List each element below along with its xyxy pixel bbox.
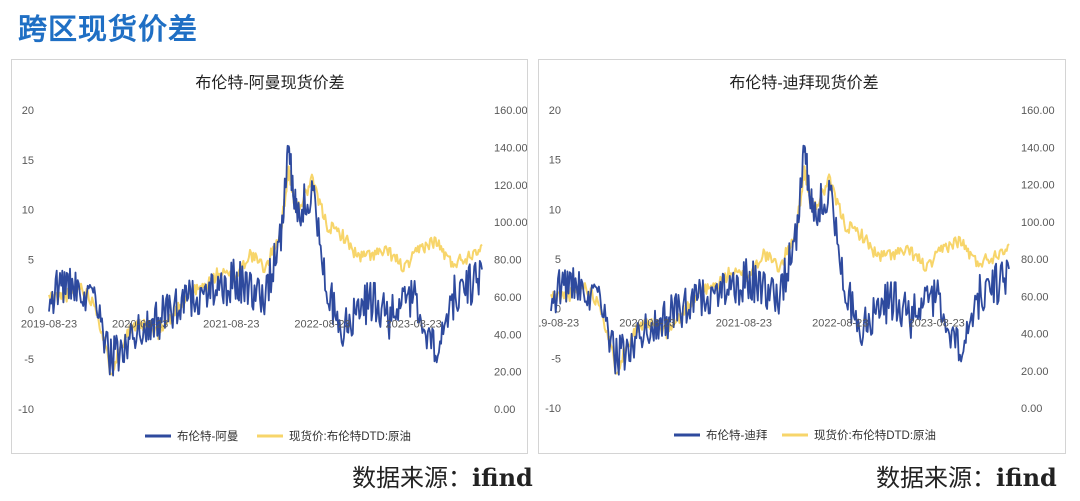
source-note-right: 数据来源：ifind: [876, 458, 1057, 493]
x-tick-label: 2023-08-23: [385, 318, 441, 330]
y-right-tick-label: 140.00: [1021, 142, 1055, 154]
y-right-tick-label: 100.00: [1021, 217, 1055, 229]
y-left-tick-label: -5: [551, 353, 561, 365]
x-tick-label: 2023-08-23: [909, 318, 965, 330]
y-right-tick-label: 60.00: [494, 292, 522, 304]
legend-label: 现货价:布伦特DTD:原油: [814, 428, 936, 442]
legend-label: 布伦特-迪拜: [706, 428, 768, 442]
y-right-tick-label: 100.00: [494, 217, 527, 229]
y-left-tick-label: 0: [28, 304, 34, 316]
series-line-spread: [550, 144, 1010, 376]
y-right-tick-label: 140.00: [494, 142, 527, 154]
x-tick-label: 2019-08-23: [21, 318, 77, 330]
x-tick-label: 2019-08-23: [539, 318, 579, 330]
y-right-tick-label: 0.00: [494, 404, 515, 416]
source-label: 数据来源：: [876, 464, 996, 492]
chart-panel-brent-oman: 布伦特-阿曼现货价差 20 15 10 5 0 -5 -10 160.00 140.00 120.0…: [11, 59, 528, 454]
legend-label: 布伦特-阿曼: [177, 429, 238, 443]
y-left-tick-label: 20: [22, 105, 34, 117]
x-tick-label: 2020-08-23: [619, 318, 675, 330]
source-note-left: 数据来源：ifind: [352, 458, 533, 493]
y-right-tick-label: 0.00: [1021, 403, 1042, 415]
y-right-tick-label: 60.00: [1021, 291, 1049, 303]
x-tick-label: 2021-08-23: [716, 318, 772, 330]
chart-title: 布伦特-阿曼现货价差: [195, 74, 344, 92]
y-left-tick-label: -10: [18, 404, 34, 416]
y-left-tick-label: 0: [555, 304, 561, 316]
legend-label: 现货价:布伦特DTD:原油: [289, 429, 411, 443]
y-right-tick-label: 80.00: [1021, 254, 1049, 266]
y-left-tick-label: 5: [28, 255, 34, 267]
chart-title: 布伦特-迪拜现货价差: [729, 74, 878, 92]
y-right-tick-label: 20.00: [1021, 366, 1049, 378]
x-tick-label: 2020-08-23: [112, 318, 168, 330]
source-label: 数据来源：: [352, 464, 472, 492]
chart-panel-brent-dubai: 布伦特-迪拜现货价差 20 15 10 5 0 -5 -10 160.00 140.00 120.0…: [538, 59, 1066, 454]
series-line-brent-price: [48, 165, 483, 376]
y-left-tick-label: 20: [549, 105, 561, 117]
y-right-tick-label: 160.00: [1021, 105, 1055, 117]
chart-brent-dubai: 布伦特-迪拜现货价差 20 15 10 5 0 -5 -10 160.00 140.00 120.0…: [539, 74, 1055, 442]
y-right-tick-label: 160.00: [494, 105, 527, 117]
y-right-tick-label: 120.00: [494, 180, 527, 192]
x-tick-label: 2022-08-23: [812, 318, 868, 330]
y-left-tick-label: 15: [22, 155, 34, 167]
x-tick-label: 2022-08-23: [294, 318, 350, 330]
y-left-tick-label: 10: [22, 205, 34, 217]
y-right-tick-label: 80.00: [494, 255, 522, 267]
source-name: ifind: [472, 463, 533, 492]
y-right-tick-label: 120.00: [1021, 180, 1055, 192]
source-name: ifind: [996, 463, 1057, 492]
y-left-tick-label: -10: [545, 403, 561, 415]
y-left-tick-label: 5: [555, 254, 561, 266]
chart-brent-oman: 布伦特-阿曼现货价差 20 15 10 5 0 -5 -10 160.00 140.00 120.0…: [18, 74, 527, 443]
y-right-tick-label: 40.00: [1021, 329, 1049, 341]
x-tick-label: 2021-08-23: [203, 318, 259, 330]
y-left-tick-label: -5: [24, 354, 34, 366]
y-left-tick-label: 15: [549, 155, 561, 167]
series-line-spread: [48, 144, 483, 377]
page-title: 跨区现货价差: [18, 12, 199, 46]
y-left-tick-label: 10: [549, 204, 561, 216]
y-right-tick-label: 40.00: [494, 329, 522, 341]
y-right-tick-label: 20.00: [494, 367, 522, 379]
series-line-brent-price: [550, 165, 1010, 375]
